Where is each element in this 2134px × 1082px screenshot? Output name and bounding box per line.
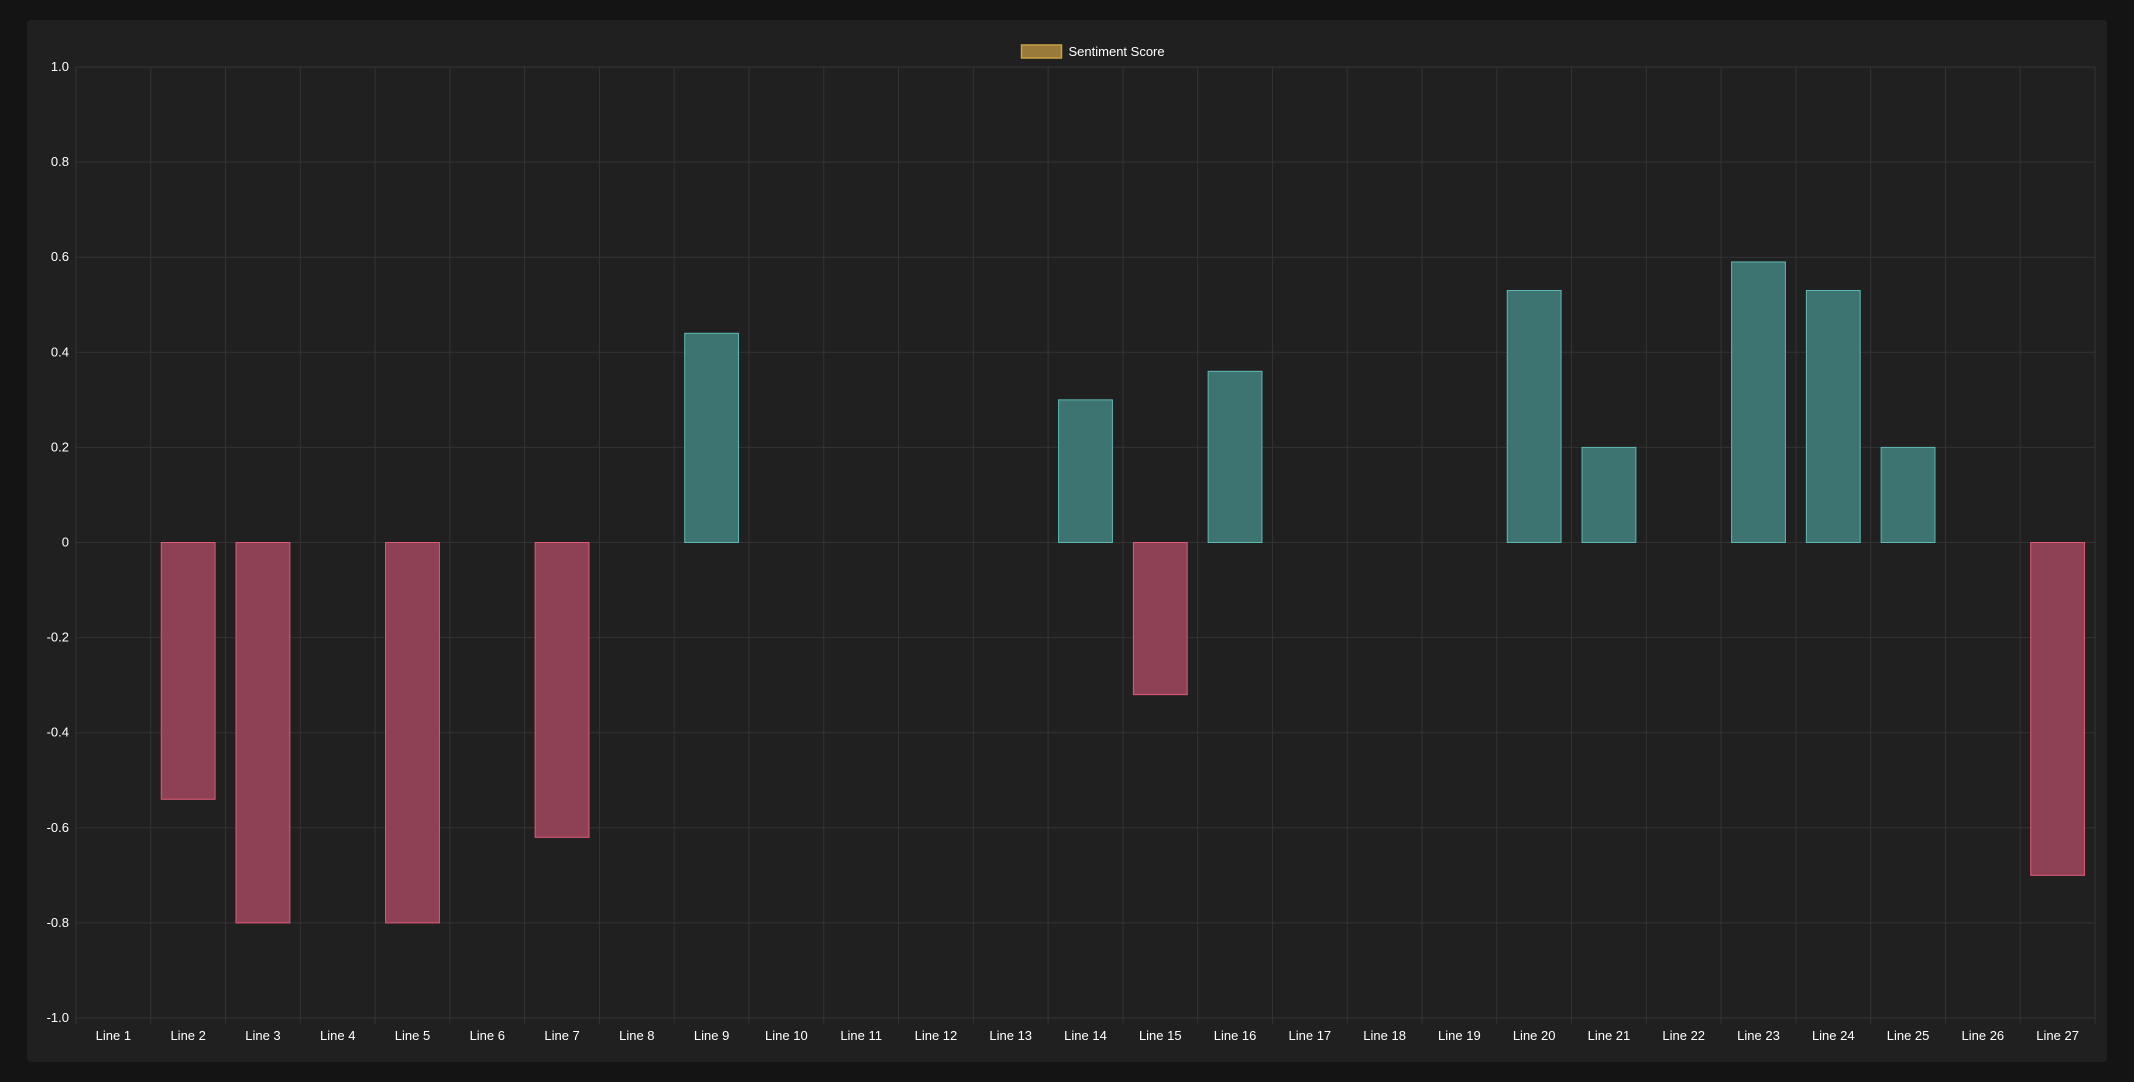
x-tick-label: Line 23	[1737, 1028, 1780, 1043]
x-tick-label: Line 13	[989, 1028, 1032, 1043]
y-tick-label: -1.0	[47, 1010, 69, 1025]
legend[interactable]: Sentiment Score	[1020, 44, 1165, 59]
bar-20[interactable]	[1506, 289, 1562, 543]
y-tick-label: 0.8	[51, 154, 69, 169]
x-tick-label: Line 20	[1513, 1028, 1556, 1043]
x-tick-label: Line 25	[1887, 1028, 1930, 1043]
x-tick-label: Line 1	[96, 1028, 131, 1043]
y-tick-label: -0.2	[47, 630, 69, 645]
x-tick-label: Line 15	[1139, 1028, 1182, 1043]
y-tick-label: 0.6	[51, 249, 69, 264]
x-tick-label: Line 19	[1438, 1028, 1481, 1043]
legend-swatch[interactable]	[1020, 44, 1063, 59]
bar-24[interactable]	[1805, 289, 1861, 543]
bar-21[interactable]	[1581, 446, 1637, 543]
y-axis-ticks: 1.0 0.8 0.6 0.4 0.2 0 -0.2 -0.4 -0.6 -0.8 -1.0	[47, 59, 69, 1025]
x-tick-label: Line 8	[619, 1028, 654, 1043]
x-tick-label: Line 5	[395, 1028, 430, 1043]
x-tick-label: Line 16	[1214, 1028, 1257, 1043]
bar-3[interactable]	[235, 542, 291, 924]
x-tick-label: Line 10	[765, 1028, 808, 1043]
x-tick-label: Line 17	[1289, 1028, 1332, 1043]
bar-16[interactable]	[1207, 370, 1263, 543]
x-tick-label: Line 6	[470, 1028, 505, 1043]
x-tick-label: Line 26	[1962, 1028, 2005, 1043]
y-tick-label: -0.4	[47, 725, 69, 740]
bar-14[interactable]	[1058, 399, 1113, 543]
bars-layer	[160, 261, 2086, 924]
y-tick-label: 0.2	[51, 439, 69, 454]
x-tick-label: Line 24	[1812, 1028, 1855, 1043]
legend-label[interactable]: Sentiment Score	[1069, 44, 1165, 59]
x-tick-label: Line 4	[320, 1028, 355, 1043]
bar-25[interactable]	[1880, 446, 1936, 543]
chart-panel: 1.0 0.8 0.6 0.4 0.2 0 -0.2 -0.4 -0.6 -0.8 -1.0 Lin…	[27, 20, 2107, 1062]
x-tick-label: Line 11	[840, 1028, 882, 1043]
bar-2[interactable]	[160, 542, 216, 800]
y-tick-label: 0	[62, 535, 69, 550]
sentiment-bar-chart: 1.0 0.8 0.6 0.4 0.2 0 -0.2 -0.4 -0.6 -0.8 -1.0 Lin…	[47, 44, 2096, 1043]
x-tick-label: Line 21	[1588, 1028, 1631, 1043]
x-tick-label: Line 12	[915, 1028, 958, 1043]
grid-layer	[75, 66, 2096, 1024]
x-tick-label: Line 18	[1363, 1028, 1406, 1043]
y-tick-label: -0.8	[47, 915, 69, 930]
y-tick-label: 0.4	[51, 344, 69, 359]
x-tick-label: Line 9	[694, 1028, 729, 1043]
bar-9[interactable]	[684, 332, 740, 543]
x-tick-label: Line 14	[1064, 1028, 1107, 1043]
bar-23[interactable]	[1731, 261, 1786, 544]
x-tick-label: Line 7	[544, 1028, 579, 1043]
x-tick-label: Line 27	[2036, 1028, 2079, 1043]
bar-15[interactable]	[1132, 542, 1188, 696]
y-tick-label: -0.6	[47, 820, 69, 835]
x-axis-ticks: Line 1 Line 2 Line 3 Line 4 Line 5 Line 6 Line…	[96, 1028, 2079, 1043]
bar-7[interactable]	[534, 542, 590, 838]
bar-27[interactable]	[2030, 542, 2086, 876]
bar-5[interactable]	[385, 542, 440, 924]
x-tick-label: Line 3	[245, 1028, 280, 1043]
x-tick-label: Line 22	[1662, 1028, 1705, 1043]
y-tick-label: 1.0	[51, 59, 69, 74]
x-tick-label: Line 2	[170, 1028, 205, 1043]
